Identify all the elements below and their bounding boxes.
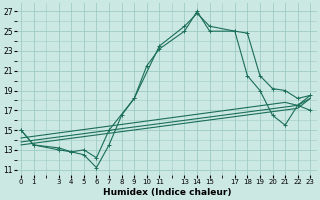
X-axis label: Humidex (Indice chaleur): Humidex (Indice chaleur) xyxy=(103,188,231,197)
